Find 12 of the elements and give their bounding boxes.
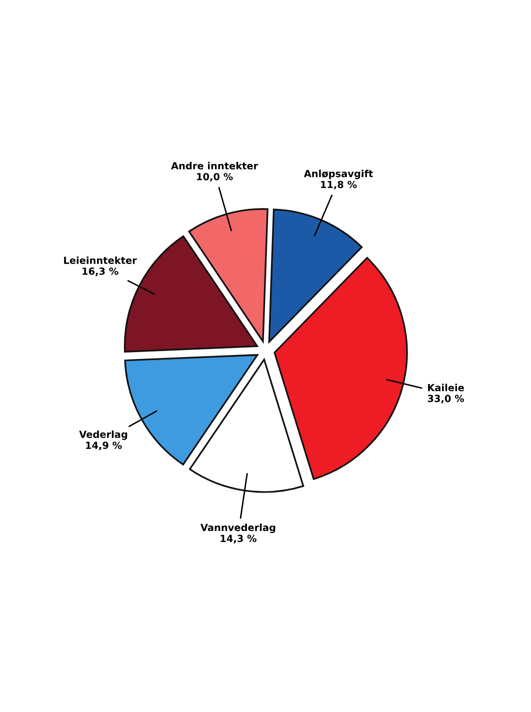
data-label: 14,9 % <box>86 442 122 450</box>
data-label: 10,0 % <box>197 172 233 182</box>
slice-label: Leieinntekter <box>64 256 137 264</box>
slice-label: Andre inntekter <box>171 162 258 170</box>
data-label: 16,3 % <box>82 268 118 276</box>
slice-label: Vannvederlag <box>200 524 276 534</box>
slice-label: Anløpsavgift <box>304 170 373 180</box>
data-label: 14,3 % <box>220 534 256 544</box>
slice-label: Kaileie <box>428 384 464 392</box>
slice-label: Vederlag <box>79 430 128 440</box>
data-label: 11,8 % <box>321 180 357 190</box>
data-label: 33,0 % <box>428 394 464 404</box>
